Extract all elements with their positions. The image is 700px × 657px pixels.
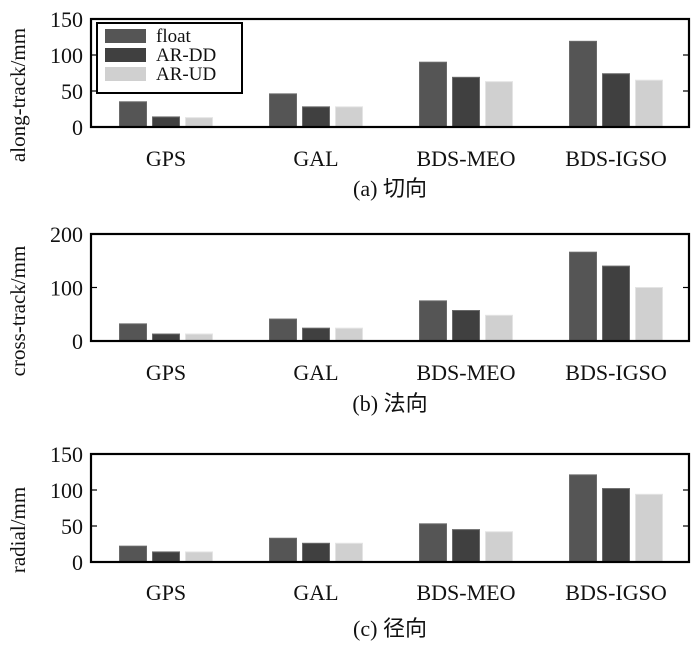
bar-float-bds-igso	[569, 251, 597, 342]
y-tick-label: 150	[50, 7, 83, 32]
x-category-label: BDS-MEO	[416, 360, 515, 385]
y-tick-label: 50	[61, 514, 83, 539]
x-category-label: BDS-IGSO	[565, 146, 666, 171]
bar-ar-dd-bds-meo	[452, 529, 480, 563]
y-axis-title: cross-track/mm	[6, 246, 30, 377]
bar-ar-ud-bds-meo	[485, 81, 513, 128]
x-category-label: BDS-MEO	[416, 146, 515, 171]
bar-ar-ud-bds-igso	[635, 287, 663, 342]
y-tick-label: 100	[50, 43, 83, 68]
x-category-label: BDS-IGSO	[565, 580, 666, 605]
bar-ar-ud-bds-igso	[635, 493, 663, 563]
legend-swatch-float	[105, 29, 146, 43]
bar-ar-dd-bds-igso	[602, 265, 630, 342]
x-category-label: BDS-MEO	[416, 580, 515, 605]
x-category-label: GAL	[293, 580, 338, 605]
bar-ar-dd-gal	[302, 106, 330, 128]
y-axis-title: along-track/mm	[6, 28, 30, 162]
bar-ar-dd-bds-meo	[452, 76, 480, 128]
axes-frame	[89, 232, 691, 343]
bar-ar-dd-bds-igso	[602, 488, 630, 563]
x-category-label: GAL	[293, 146, 338, 171]
bar-float-gps	[119, 323, 147, 342]
legend-label: float	[156, 26, 192, 47]
bar-ar-dd-gal	[302, 542, 330, 563]
bar-ar-dd-bds-meo	[452, 310, 480, 342]
legend-label: AR-UD	[156, 64, 216, 85]
panel-caption: (b) 法向	[352, 391, 427, 416]
bar-ar-ud-gal	[335, 542, 363, 563]
panel-b: 0 100 200 GPS GAL BDS-MEO BDS-IGSO cross-track/…	[6, 222, 691, 416]
bar-ar-ud-bds-igso	[635, 79, 663, 128]
x-category-label: BDS-IGSO	[565, 360, 666, 385]
bar-float-gal	[269, 537, 297, 563]
legend-swatch-ar-ud	[105, 67, 146, 81]
bar-float-bds-meo	[419, 300, 447, 342]
bar-float-gps	[119, 101, 147, 128]
bar-float-gal	[269, 318, 297, 342]
x-category-label: GPS	[146, 360, 186, 385]
bar-ar-ud-gal	[335, 327, 363, 342]
panel-caption: (c) 径向	[353, 616, 427, 641]
bar-float-bds-igso	[569, 40, 597, 128]
y-tick-label: 0	[72, 115, 83, 140]
bar-ar-ud-gps	[185, 551, 213, 563]
bar-ar-ud-gps	[185, 117, 213, 128]
x-category-label: GPS	[146, 146, 186, 171]
y-tick-label: 100	[50, 276, 83, 301]
axes-frame	[89, 452, 691, 564]
axes-frame	[89, 17, 691, 129]
x-category-label: GPS	[146, 580, 186, 605]
y-tick-label: 200	[50, 222, 83, 247]
bar-ar-dd-bds-igso	[602, 73, 630, 128]
bar-ar-ud-bds-meo	[485, 531, 513, 563]
bar-float-bds-meo	[419, 61, 447, 128]
y-tick-label: 50	[61, 79, 83, 104]
y-tick-label: 100	[50, 478, 83, 503]
panel-caption: (a) 切向	[353, 176, 427, 201]
bar-ar-ud-bds-meo	[485, 314, 513, 342]
y-tick-label: 150	[50, 442, 83, 467]
bar-float-gal	[269, 93, 297, 128]
y-tick-label: 0	[72, 329, 83, 354]
y-tick-label: 0	[72, 550, 83, 575]
bar-float-gps	[119, 545, 147, 563]
bar-ar-ud-gal	[335, 106, 363, 128]
bar-float-bds-meo	[419, 523, 447, 563]
legend-label: AR-DD	[156, 45, 216, 66]
panel-a: 0 50 100 150 GPS GAL BDS-MEO BDS-IGSO along-trac…	[6, 7, 691, 201]
bar-ar-dd-gps	[152, 551, 180, 563]
panel-c: 0 50 100 150 GPS GAL BDS-MEO BDS-IGSO radial/mm (…	[6, 442, 691, 641]
bar-float-bds-igso	[569, 474, 597, 563]
bar-ar-dd-gal	[302, 327, 330, 342]
bar-ar-dd-gps	[152, 116, 180, 128]
x-category-label: GAL	[293, 360, 338, 385]
legend-swatch-ar-dd	[105, 48, 146, 62]
y-axis-title: radial/mm	[6, 487, 30, 573]
